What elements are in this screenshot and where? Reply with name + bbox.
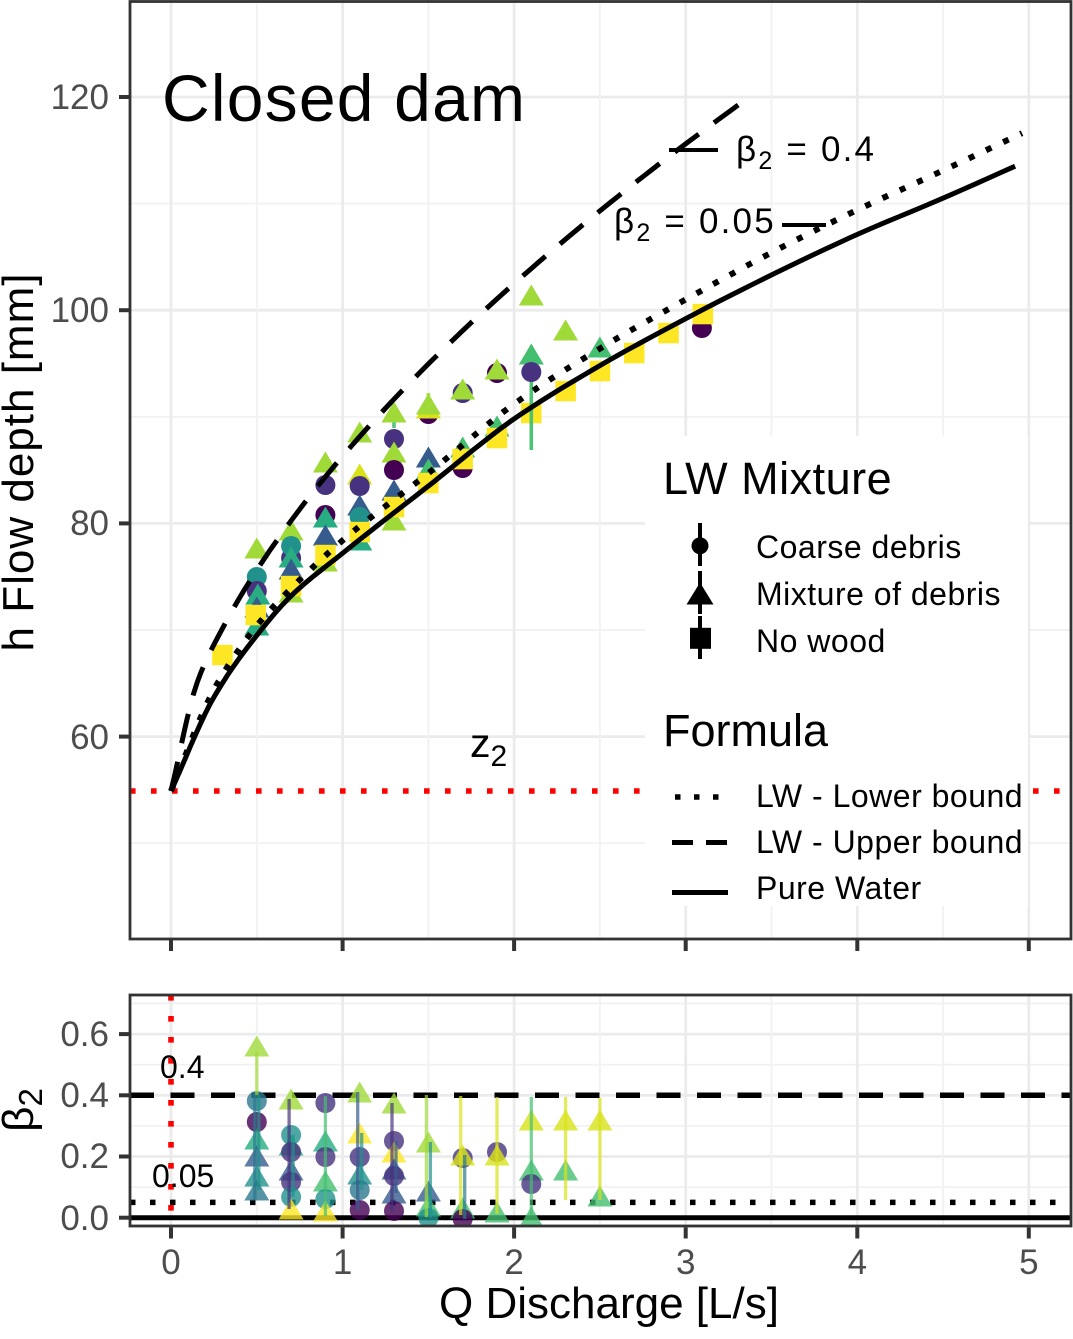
svg-text:Formula: Formula (663, 705, 829, 756)
svg-text:0.4: 0.4 (160, 1049, 204, 1085)
svg-text:2: 2 (504, 1243, 523, 1282)
svg-text:β2 = 0.4: β2 = 0.4 (736, 130, 876, 175)
svg-text:0.0: 0.0 (60, 1199, 109, 1238)
svg-text:β2: β2 (0, 1088, 49, 1132)
svg-text:LW - Upper bound: LW - Upper bound (756, 824, 1023, 860)
svg-text:h Flow depth [mm]: h Flow depth [mm] (0, 273, 43, 652)
svg-text:4: 4 (848, 1243, 867, 1282)
svg-text:Q Discharge [L/s]: Q Discharge [L/s] (439, 1279, 779, 1328)
svg-text:Mixture of debris: Mixture of debris (756, 576, 1001, 612)
svg-text:60: 60 (70, 718, 109, 757)
svg-text:1: 1 (333, 1243, 352, 1282)
svg-text:No wood: No wood (756, 623, 886, 659)
svg-text:Coarse debris: Coarse debris (756, 529, 962, 565)
svg-text:120: 120 (51, 78, 109, 117)
svg-text:LW Mixture: LW Mixture (663, 453, 892, 504)
svg-text:80: 80 (70, 504, 109, 543)
svg-text:100: 100 (51, 291, 109, 330)
svg-text:0.05: 0.05 (152, 1158, 214, 1194)
svg-text:0.6: 0.6 (60, 1015, 109, 1054)
svg-text:0.4: 0.4 (60, 1076, 109, 1115)
svg-text:LW - Lower bound: LW - Lower bound (756, 778, 1023, 814)
svg-text:5: 5 (1019, 1243, 1038, 1282)
svg-text:Pure Water: Pure Water (756, 870, 922, 906)
svg-text:3: 3 (676, 1243, 695, 1282)
svg-text:0: 0 (161, 1243, 180, 1282)
svg-text:Closed dam: Closed dam (162, 61, 526, 135)
svg-text:0.2: 0.2 (60, 1137, 109, 1176)
